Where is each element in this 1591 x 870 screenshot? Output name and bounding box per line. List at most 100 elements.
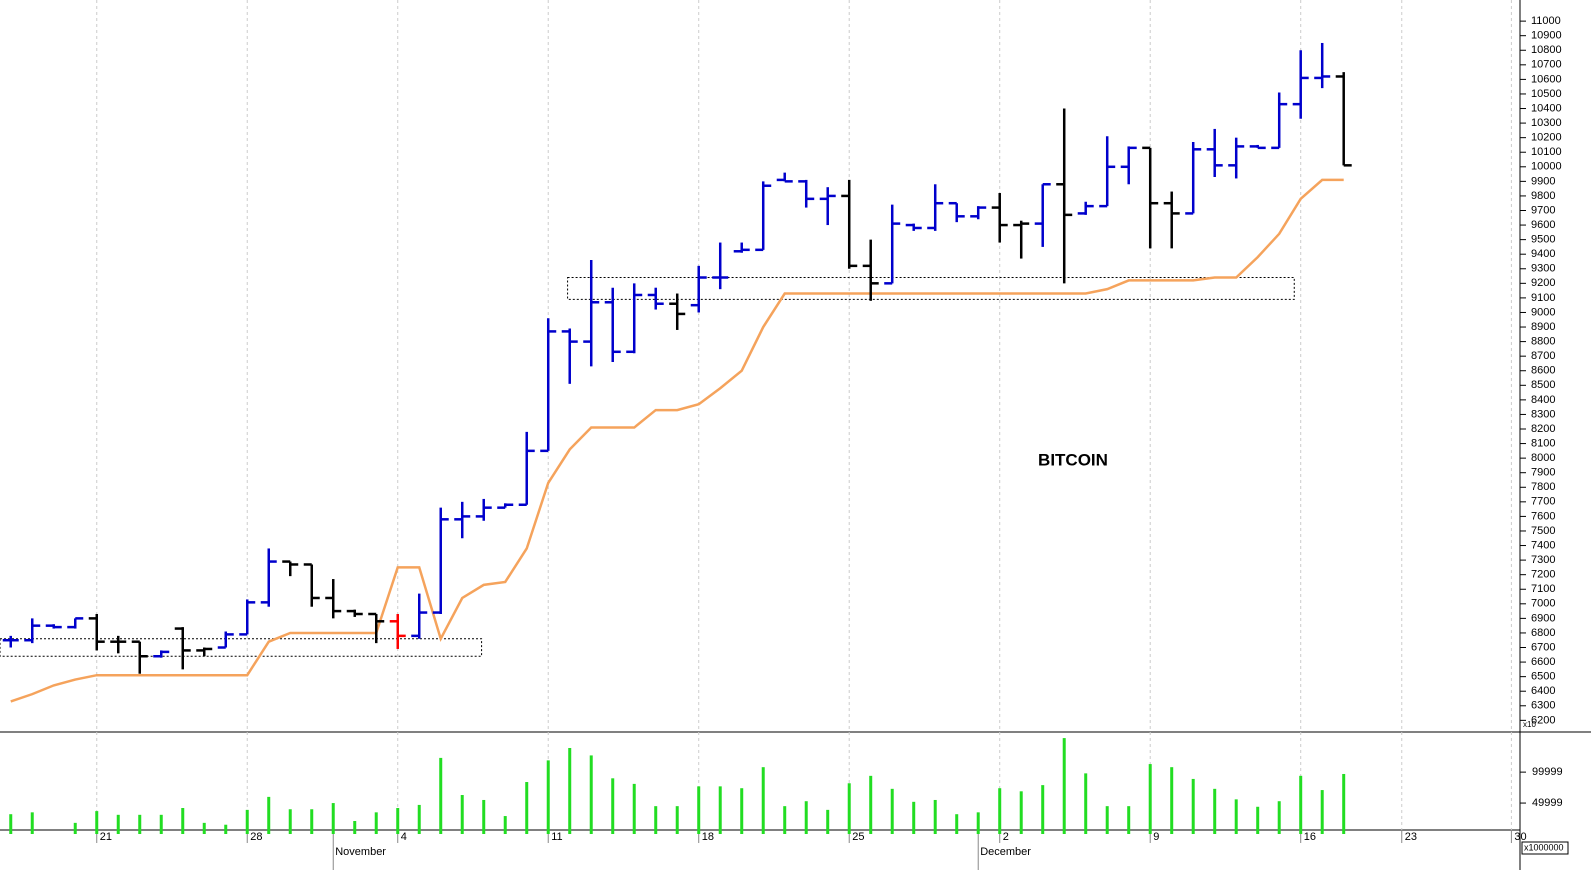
y-tick-label: 8900: [1531, 321, 1555, 333]
scale-label: x10: [1523, 720, 1536, 729]
month-label: November: [335, 846, 386, 858]
y-tick-label: 7100: [1531, 583, 1555, 595]
volume-bar: [804, 801, 808, 834]
x-tick-label: 25: [852, 831, 864, 843]
volume-bar: [1191, 778, 1195, 834]
volume-bar: [1342, 773, 1346, 834]
volume-bar: [1084, 773, 1088, 834]
volume-bar: [9, 814, 13, 834]
y-tick-label: 8200: [1531, 423, 1555, 435]
volume-bar: [202, 822, 206, 834]
volume-bar: [159, 814, 163, 834]
volume-bar: [826, 809, 830, 834]
volume-bar: [654, 806, 658, 834]
y-tick-label: 6300: [1531, 700, 1555, 712]
volume-bar: [697, 786, 701, 834]
y-tick-label: 10400: [1531, 102, 1562, 114]
scale-label-box: [1521, 841, 1569, 855]
volume-bar: [439, 757, 443, 834]
y-tick-label: 9000: [1531, 306, 1555, 318]
y-tick-label: 9400: [1531, 248, 1555, 260]
y-tick-label: 8400: [1531, 394, 1555, 406]
y-tick-label: 7500: [1531, 525, 1555, 537]
volume-bar: [847, 783, 851, 834]
volume-bar: [460, 795, 464, 834]
volume-bar: [632, 783, 636, 834]
y-tick-label: 8700: [1531, 350, 1555, 362]
y-tick-label: 11000: [1531, 15, 1561, 27]
volume-bar: [718, 786, 722, 834]
volume-bar: [503, 816, 507, 834]
y-tick-label: 9100: [1531, 292, 1555, 304]
y-tick-label: 8100: [1531, 437, 1555, 449]
y-tick-label: 9200: [1531, 277, 1555, 289]
volume-bar: [1148, 764, 1152, 834]
volume-bar: [933, 799, 937, 834]
volume-bar: [30, 812, 34, 834]
x-tick-label: 21: [100, 831, 112, 843]
volume-bar: [1019, 791, 1023, 834]
y-tick-label: 10100: [1531, 146, 1562, 158]
volume-bar: [310, 809, 314, 834]
volume-bar: [73, 822, 77, 834]
volume-bar: [1105, 806, 1109, 834]
y-tick-label: 6400: [1531, 685, 1555, 697]
y-tick-label: 7900: [1531, 467, 1555, 479]
y-tick-label: 7600: [1531, 510, 1555, 522]
y-tick-label: 10700: [1531, 59, 1562, 71]
y-tick-label: 7000: [1531, 598, 1555, 610]
volume-bar: [740, 788, 744, 834]
stop-line: [10, 178, 1344, 703]
y-tick-label: 6900: [1531, 612, 1555, 624]
volume-bar: [353, 821, 357, 834]
volume-bar: [1299, 775, 1303, 834]
x-tick-label: 4: [401, 831, 407, 843]
x-tick-label: 16: [1304, 831, 1316, 843]
y-tick-label: 9500: [1531, 234, 1555, 246]
volume-bar: [396, 808, 400, 834]
volume-bar: [417, 804, 421, 834]
y-tick-label: 10200: [1531, 132, 1562, 144]
y-tick-label: 7700: [1531, 496, 1555, 508]
y-tick-label: 10900: [1531, 30, 1562, 42]
x-tick-label: 9: [1153, 831, 1159, 843]
y-tick-label: 8500: [1531, 379, 1555, 391]
x-tick-label: 28: [250, 831, 262, 843]
volume-bar: [783, 806, 787, 834]
y-tick-label: 6700: [1531, 641, 1555, 653]
volume-bar: [955, 814, 959, 834]
y-tick-label: 10600: [1531, 73, 1562, 85]
volume-bar: [95, 811, 99, 834]
y-tick-label: 7300: [1531, 554, 1555, 566]
volume-bar: [331, 803, 335, 834]
volume-bar: [138, 814, 142, 834]
scale-label: x1000000: [1524, 842, 1564, 852]
volume-bar: [525, 782, 529, 834]
x-tick-label: 18: [702, 831, 714, 843]
y-tick-label: 9700: [1531, 204, 1555, 216]
volume-bar: [1170, 767, 1174, 834]
volume-bar: [1127, 806, 1131, 834]
volume-bar: [1213, 788, 1217, 834]
y-tick-label: 7200: [1531, 569, 1555, 581]
y-tick-label: 8600: [1531, 365, 1555, 377]
volume-bar: [1320, 790, 1324, 834]
volume-bar: [1277, 801, 1281, 834]
chart-title: BITCOIN: [1038, 450, 1108, 469]
volume-bar: [611, 778, 615, 834]
volume-bar: [1041, 785, 1045, 834]
volume-bar: [1062, 738, 1066, 834]
x-tick-label: 2: [1003, 831, 1009, 843]
volume-bar: [869, 775, 873, 834]
volume-bar: [589, 755, 593, 834]
y-tick-label: 8800: [1531, 336, 1555, 348]
volume-bar: [890, 788, 894, 834]
volume-bar: [761, 767, 765, 834]
volume-bar: [288, 809, 292, 834]
volume-bar: [181, 808, 185, 834]
y-tick-label: 6600: [1531, 656, 1555, 668]
volume-bar: [267, 796, 271, 834]
y-tick-label: 6800: [1531, 627, 1555, 639]
